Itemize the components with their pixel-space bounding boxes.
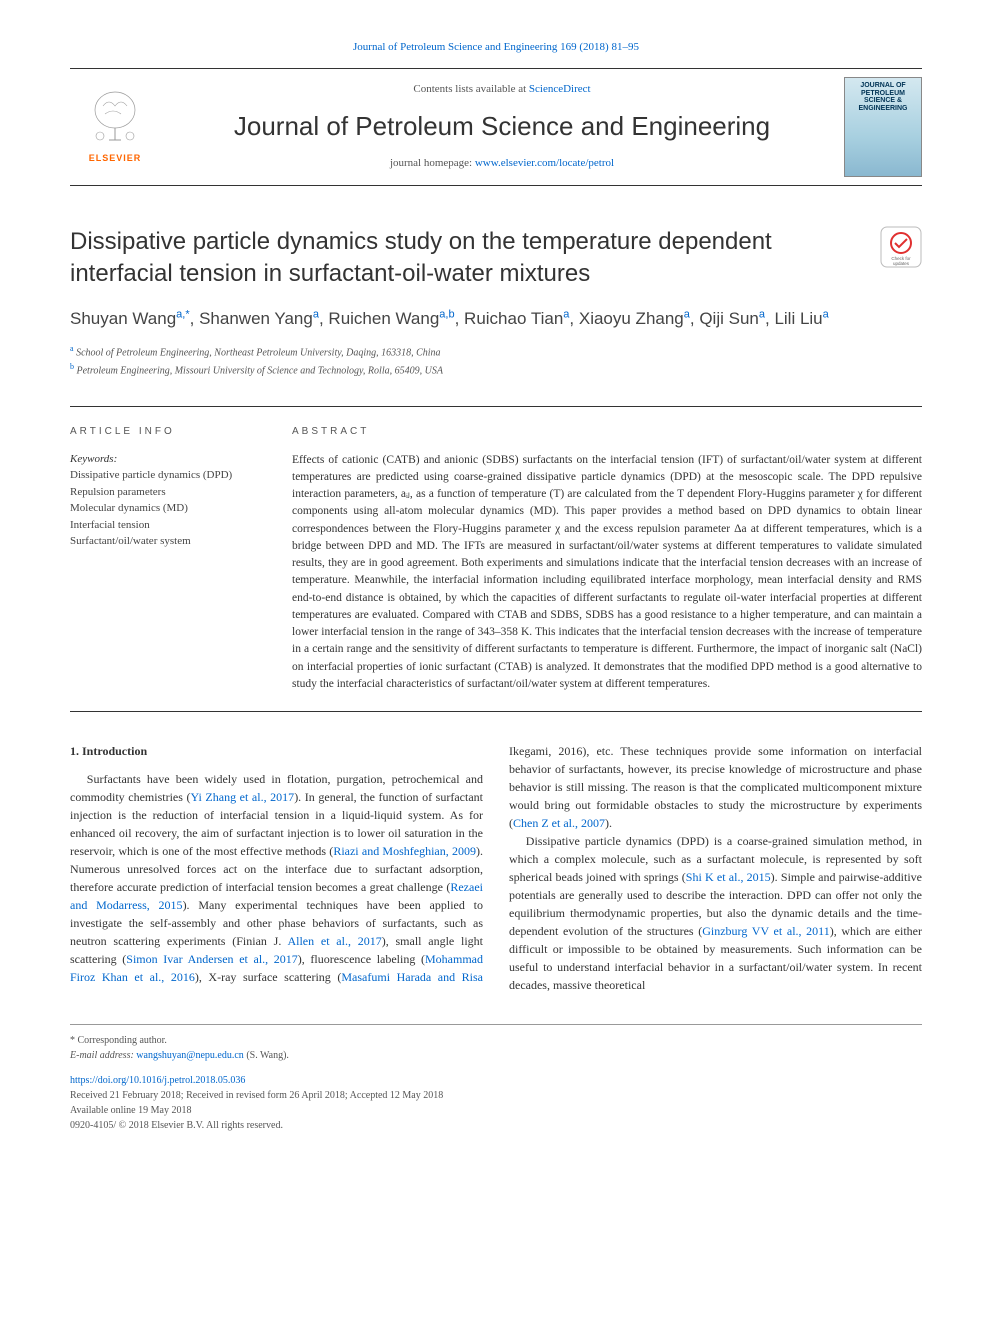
footer: * Corresponding author. E-mail address: … bbox=[70, 1024, 922, 1133]
sciencedirect-link[interactable]: ScienceDirect bbox=[529, 83, 591, 95]
homepage-line: journal homepage: www.elsevier.com/locat… bbox=[174, 156, 830, 172]
svg-text:updates: updates bbox=[893, 261, 910, 266]
body-paragraph: Dissipative particle dynamics (DPD) is a… bbox=[509, 832, 922, 994]
journal-title: Journal of Petroleum Science and Enginee… bbox=[174, 108, 830, 146]
authors: Shuyan Wanga,*, Shanwen Yanga, Ruichen W… bbox=[70, 307, 922, 332]
abstract-label: ABSTRACT bbox=[292, 425, 922, 440]
elsevier-tree-icon bbox=[85, 88, 145, 148]
contents-line: Contents lists available at ScienceDirec… bbox=[174, 82, 830, 98]
header-citation: Journal of Petroleum Science and Enginee… bbox=[70, 40, 922, 56]
article-title: Dissipative particle dynamics study on t… bbox=[70, 226, 860, 291]
crossmark-icon[interactable]: Check for updates bbox=[880, 226, 922, 268]
corresponding-note: * Corresponding author. bbox=[70, 1033, 922, 1048]
elsevier-label: ELSEVIER bbox=[89, 152, 142, 165]
abstract-text: Effects of cationic (CATB) and anionic (… bbox=[292, 452, 922, 694]
journal-header: ELSEVIER Contents lists available at Sci… bbox=[70, 68, 922, 186]
email-link[interactable]: wangshuyan@nepu.edu.cn bbox=[136, 1050, 244, 1061]
homepage-link[interactable]: www.elsevier.com/locate/petrol bbox=[475, 157, 614, 169]
body-text: 1. Introduction Surfactants have been wi… bbox=[70, 742, 922, 994]
received-line: Received 21 February 2018; Received in r… bbox=[70, 1088, 922, 1103]
copyright-line: 0920-4105/ © 2018 Elsevier B.V. All righ… bbox=[70, 1118, 922, 1133]
elsevier-logo: ELSEVIER bbox=[70, 81, 160, 173]
article-info-label: ARTICLE INFO bbox=[70, 425, 260, 440]
section-heading: 1. Introduction bbox=[70, 742, 483, 760]
email-line: E-mail address: wangshuyan@nepu.edu.cn (… bbox=[70, 1048, 922, 1063]
available-line: Available online 19 May 2018 bbox=[70, 1103, 922, 1118]
doi-link[interactable]: https://doi.org/10.1016/j.petrol.2018.05… bbox=[70, 1075, 245, 1086]
journal-cover-thumbnail: JOURNAL OF PETROLEUM SCIENCE & ENGINEERI… bbox=[844, 77, 922, 177]
keywords-header: Keywords: bbox=[70, 452, 260, 468]
keywords-list: Dissipative particle dynamics (DPD) Repu… bbox=[70, 467, 260, 550]
affiliations: a School of Petroleum Engineering, North… bbox=[70, 343, 922, 378]
